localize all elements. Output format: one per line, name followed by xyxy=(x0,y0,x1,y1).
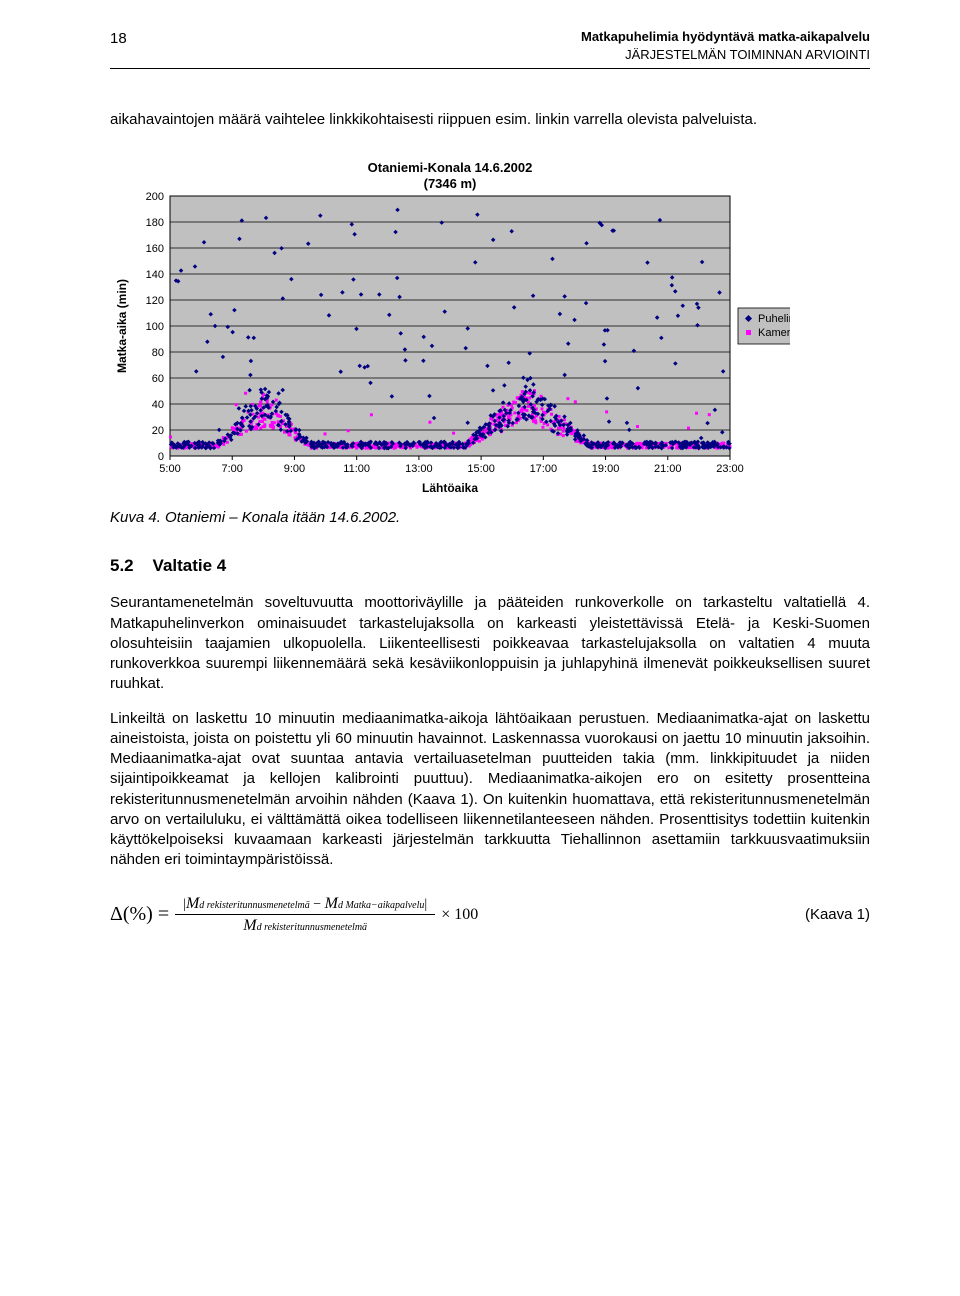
section-number: 5.2 xyxy=(110,556,134,575)
page-number: 18 xyxy=(110,30,127,47)
formula-mult: × 100 xyxy=(441,904,478,926)
chart-container: 0 20 40 60 80 100 120 140 160 180 200 5:00 7:00 9:00 1… xyxy=(110,158,870,498)
section-heading: 5.2 Valtatie 4 xyxy=(110,555,870,578)
svg-text:23:00: 23:00 xyxy=(716,463,744,475)
svg-text:80: 80 xyxy=(152,347,164,359)
svg-text:11:00: 11:00 xyxy=(343,463,370,475)
header-subtitle: JÄRJESTELMÄN TOIMINNAN ARVIOINTI xyxy=(581,46,870,64)
paragraph-1: Seurantamenetelmän soveltuvuutta moottor… xyxy=(110,593,870,694)
svg-text:9:00: 9:00 xyxy=(284,463,305,475)
svg-text:Lähtöaika: Lähtöaika xyxy=(422,481,478,495)
svg-text:20: 20 xyxy=(152,425,164,437)
formula-reference: (Kaava 1) xyxy=(805,905,870,925)
svg-text:100: 100 xyxy=(146,321,164,333)
svg-text:5:00: 5:00 xyxy=(159,463,180,475)
header-title: Matkapuhelimia hyödyntävä matka-aikapalv… xyxy=(581,28,870,46)
formula-lhs: Δ(%) = xyxy=(110,901,169,928)
svg-text:180: 180 xyxy=(146,217,164,229)
header-rule xyxy=(110,68,870,69)
section-title-text: Valtatie 4 xyxy=(153,556,227,575)
svg-text:7:00: 7:00 xyxy=(222,463,243,475)
svg-text:13:00: 13:00 xyxy=(405,463,433,475)
chart-caption: Kuva 4. Otaniemi – Konala itään 14.6.200… xyxy=(110,508,870,528)
svg-text:17:00: 17:00 xyxy=(530,463,558,475)
svg-text:200: 200 xyxy=(146,191,164,203)
formula: Δ(%) = |Md rekisteritunnusmenetelmä − Md… xyxy=(110,893,478,937)
intro-paragraph: aikahavaintojen määrä vaihtelee linkkiko… xyxy=(110,110,870,130)
formula-row: Δ(%) = |Md rekisteritunnusmenetelmä − Md… xyxy=(110,893,870,937)
svg-text:21:00: 21:00 xyxy=(654,463,682,475)
svg-text:60: 60 xyxy=(152,373,164,385)
page: 18 Matkapuhelimia hyödyntävä matka-aikap… xyxy=(0,0,960,1296)
running-header: Matkapuhelimia hyödyntävä matka-aikapalv… xyxy=(581,28,870,63)
scatter-chart: 0 20 40 60 80 100 120 140 160 180 200 5:00 7:00 9:00 1… xyxy=(110,158,790,498)
svg-text:Otaniemi-Konala 14.6.2002: Otaniemi-Konala 14.6.2002 xyxy=(368,160,533,175)
svg-text:15:00: 15:00 xyxy=(467,463,495,475)
svg-text:(7346 m): (7346 m) xyxy=(424,176,477,191)
svg-text:Kamera: Kamera xyxy=(758,327,790,339)
body: aikahavaintojen määrä vaihtelee linkkiko… xyxy=(110,110,870,937)
formula-fraction: |Md rekisteritunnusmenetelmä − Md Matka−… xyxy=(175,893,435,937)
svg-text:160: 160 xyxy=(146,243,164,255)
svg-text:40: 40 xyxy=(152,399,164,411)
svg-text:Matka-aika (min): Matka-aika (min) xyxy=(115,279,129,373)
svg-text:Puhelin: Puhelin xyxy=(758,313,790,325)
svg-text:19:00: 19:00 xyxy=(592,463,620,475)
paragraph-2: Linkeiltä on laskettu 10 minuutin mediaa… xyxy=(110,709,870,871)
svg-text:0: 0 xyxy=(158,451,164,463)
svg-text:140: 140 xyxy=(146,269,164,281)
svg-text:120: 120 xyxy=(146,295,164,307)
